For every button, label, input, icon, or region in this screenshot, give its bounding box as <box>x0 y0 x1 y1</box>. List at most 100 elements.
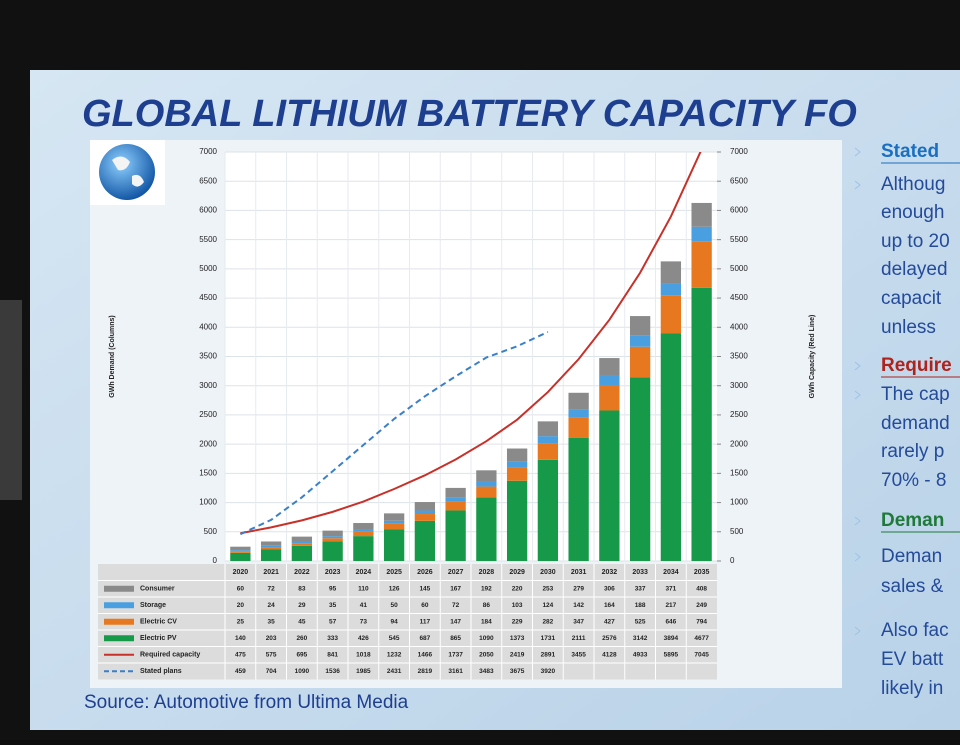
bar-segment <box>691 287 712 561</box>
y2-tick-label: 3500 <box>730 352 748 361</box>
table-value: 865 <box>450 635 461 642</box>
table-value: 3894 <box>664 635 679 642</box>
table-value: 426 <box>358 635 369 642</box>
table-value: 229 <box>512 618 523 625</box>
table-value: 24 <box>268 602 276 609</box>
table-value: 427 <box>604 618 615 625</box>
legend-label: Required capacity <box>140 652 200 659</box>
table-value: 110 <box>358 585 369 592</box>
table-value: 2111 <box>572 635 586 642</box>
bar-segment <box>568 409 589 418</box>
y-tick-label: 3000 <box>199 381 217 390</box>
table-value: 220 <box>512 585 523 592</box>
bar-segment <box>568 417 589 438</box>
table-value: 203 <box>266 635 277 642</box>
bar-segment <box>353 529 374 532</box>
y2-axis-label: GWh Capacity (Red Line) <box>809 315 816 399</box>
table-value: 50 <box>391 602 399 609</box>
table-value: 408 <box>696 585 707 592</box>
x-tick-label: 2030 <box>540 569 556 576</box>
table-value: 184 <box>481 618 492 625</box>
table-value: 140 <box>235 635 246 642</box>
table-value: 72 <box>268 585 276 592</box>
bar-segment <box>660 261 682 284</box>
y2-tick-label: 1000 <box>730 498 748 507</box>
table-value: 333 <box>327 635 338 642</box>
y-tick-label: 2500 <box>199 410 217 419</box>
note-heading: Deman <box>881 510 944 531</box>
table-value: 337 <box>635 585 646 592</box>
bar-segment <box>476 497 497 561</box>
bar-segment <box>691 241 712 288</box>
y2-tick-label: 7000 <box>730 147 748 156</box>
slide-title: GLOBAL LITHIUM BATTERY CAPACITY FO <box>82 93 857 135</box>
bar-segment <box>537 436 559 444</box>
note-heading: Require <box>881 355 952 376</box>
note-text: enough <box>881 202 944 223</box>
table-value: 20 <box>237 602 245 609</box>
bar-segment <box>445 510 466 561</box>
table-value: 41 <box>360 602 368 609</box>
y2-tick-label: 5500 <box>730 235 748 244</box>
bar-segment <box>660 295 682 334</box>
table-value: 124 <box>542 602 553 609</box>
note-text: Deman <box>881 546 942 567</box>
legend-swatch <box>104 635 134 642</box>
table-value: 167 <box>450 585 461 592</box>
legend-label: Electric CV <box>140 619 177 626</box>
table-value: 94 <box>391 618 399 625</box>
bar-segment <box>568 437 589 561</box>
note-text: EV batt <box>881 649 944 670</box>
note-text: Also fac <box>881 620 949 641</box>
table-value: 4677 <box>694 635 709 642</box>
legend-swatch <box>104 602 134 609</box>
y2-tick-label: 3000 <box>730 381 748 390</box>
bar-segment <box>383 523 405 530</box>
x-tick-label: 2022 <box>294 569 310 576</box>
note-text: capacit <box>881 288 942 309</box>
bar-segment <box>691 226 712 242</box>
x-tick-label: 2021 <box>263 569 279 576</box>
x-tick-label: 2035 <box>694 569 710 576</box>
table-value: 35 <box>329 602 337 609</box>
table-value: 347 <box>573 618 584 625</box>
bar-segment <box>291 541 313 544</box>
x-tick-label: 2031 <box>571 569 587 576</box>
bar-segment <box>599 375 620 386</box>
table-value: 188 <box>635 602 646 609</box>
bar-segment <box>537 459 559 561</box>
x-tick-label: 2025 <box>386 569 402 576</box>
y-tick-label: 5500 <box>199 235 217 244</box>
bar-segment <box>537 443 559 460</box>
bar-segment <box>414 502 436 511</box>
table-value: 3161 <box>448 668 463 675</box>
y2-tick-label: 5000 <box>730 264 748 273</box>
bar-segment <box>230 550 251 552</box>
bar-segment <box>629 335 651 347</box>
bullet-marker <box>854 147 861 157</box>
legend-swatch <box>104 585 134 592</box>
y-tick-label: 0 <box>213 556 218 565</box>
bullet-marker <box>854 516 861 526</box>
x-tick-label: 2029 <box>509 569 525 576</box>
bar-segment <box>322 541 343 561</box>
bar-segment <box>414 510 436 515</box>
bar-segment <box>599 410 620 561</box>
bar-segment <box>414 514 436 521</box>
table-value: 103 <box>512 602 523 609</box>
y-tick-label: 7000 <box>199 147 217 156</box>
bullet-marker <box>854 626 861 636</box>
bar-segment <box>476 470 497 482</box>
bar-segment <box>260 547 282 550</box>
y-tick-label: 4500 <box>199 293 217 302</box>
bar-segment <box>568 392 589 410</box>
note-text: delayed <box>881 259 948 280</box>
x-tick-label: 2033 <box>632 569 648 576</box>
bar-segment <box>691 202 712 227</box>
note-text: demand <box>881 413 950 434</box>
table-value: 3920 <box>541 668 556 675</box>
bar-segment <box>260 549 282 561</box>
chart: 0500100015002000250030003500400045005000… <box>98 147 816 680</box>
table-value: 371 <box>665 585 676 592</box>
